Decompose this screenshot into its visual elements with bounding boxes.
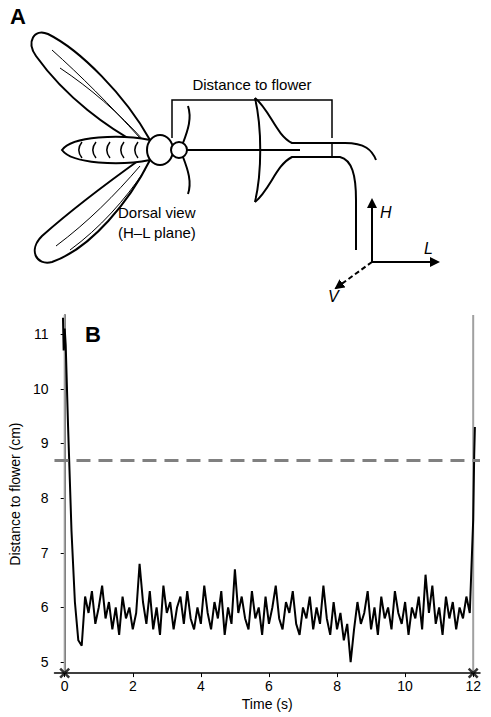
svg-text:(H–L plane): (H–L plane) — [118, 224, 196, 241]
svg-text:12: 12 — [465, 678, 481, 694]
svg-text:0: 0 — [61, 678, 69, 694]
svg-text:5: 5 — [41, 654, 49, 670]
svg-text:Distance to flower (cm): Distance to flower (cm) — [7, 422, 23, 565]
svg-text:H: H — [380, 204, 392, 221]
svg-text:10: 10 — [397, 678, 413, 694]
svg-text:8: 8 — [333, 678, 341, 694]
svg-text:Time (s): Time (s) — [242, 696, 293, 712]
svg-text:2: 2 — [129, 678, 137, 694]
svg-text:9: 9 — [41, 435, 49, 451]
svg-text:10: 10 — [33, 381, 49, 397]
svg-text:A: A — [10, 4, 26, 29]
svg-text:V: V — [328, 288, 340, 305]
svg-text:11: 11 — [34, 326, 49, 342]
svg-text:Distance to flower: Distance to flower — [192, 76, 311, 93]
svg-text:B: B — [85, 322, 101, 347]
svg-text:6: 6 — [41, 599, 49, 615]
svg-text:Dorsal view: Dorsal view — [118, 204, 196, 221]
svg-text:8: 8 — [41, 490, 49, 506]
svg-text:4: 4 — [197, 678, 205, 694]
svg-text:6: 6 — [265, 678, 273, 694]
svg-text:7: 7 — [41, 545, 49, 561]
svg-text:L: L — [424, 240, 433, 257]
